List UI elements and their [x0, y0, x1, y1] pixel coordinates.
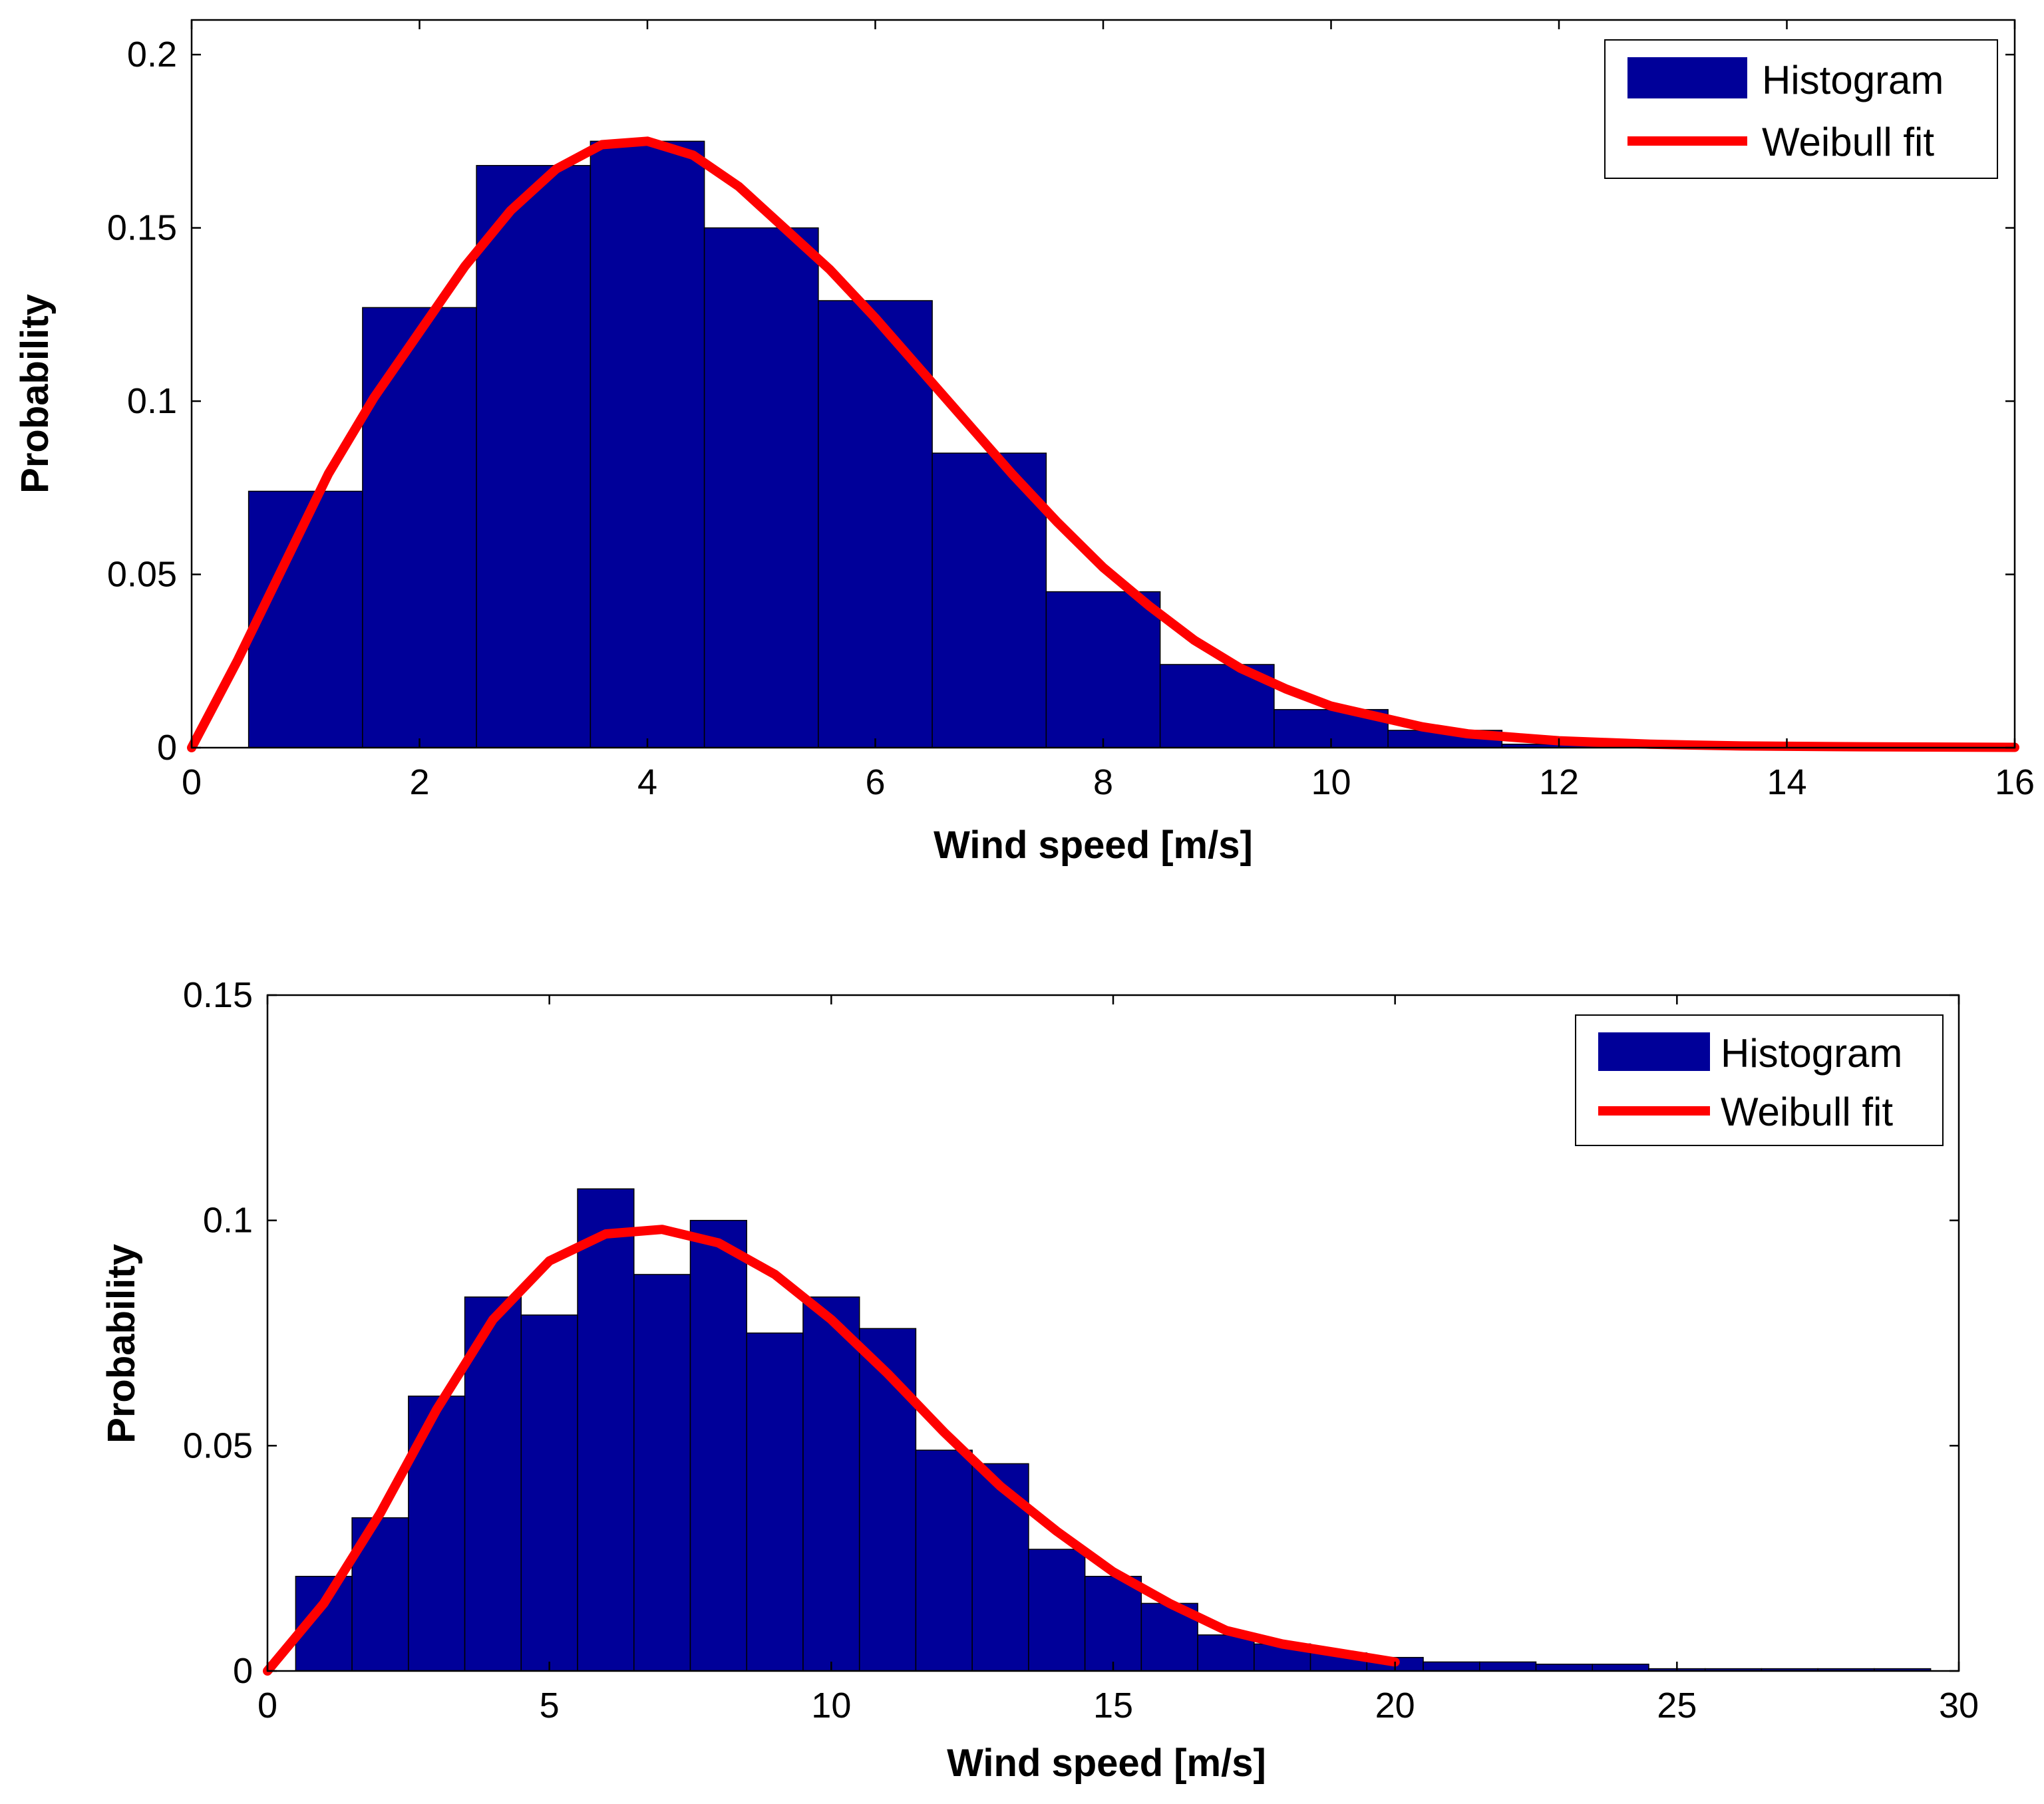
bottom-histogram-bar	[520, 1314, 578, 1672]
bottom-x-tick-label: 15	[1093, 1686, 1133, 1726]
bottom-y-tick-label: 0.05	[183, 1426, 253, 1465]
bottom-histogram-bar	[971, 1463, 1029, 1672]
top-y-tick-label: 0.05	[107, 555, 177, 595]
top-y-tick-label: 0.15	[107, 208, 177, 248]
top-histogram-bar	[590, 140, 705, 748]
top-histogram-bar	[362, 307, 477, 748]
bottom-histogram-bar	[746, 1332, 804, 1672]
top-x-tick-label: 0	[182, 762, 202, 802]
top-tick-labels: 0 2 4 6 8 10 12 14 16 0 0.05 0.1 0.15 0.2	[107, 35, 2035, 802]
bottom-histogram-bar	[1197, 1634, 1255, 1672]
bottom-legend: Histogram Weibull fit	[1575, 1014, 1944, 1146]
bottom-axis-ticks	[266, 994, 1960, 1672]
bottom-x-tick-label: 25	[1657, 1686, 1697, 1726]
top-histogram-bar	[476, 165, 592, 748]
top-y-tick-label: 0	[157, 728, 177, 768]
top-legend-fit-label: Weibull fit	[1762, 120, 1934, 164]
bottom-y-tick-label: 0.15	[183, 975, 253, 1015]
bottom-histogram-bar	[633, 1274, 691, 1672]
bottom-y-tick-label: 0.1	[203, 1201, 253, 1241]
bottom-weibull-fit-line	[263, 1225, 1400, 1676]
top-x-tick-label: 8	[1093, 762, 1113, 802]
bottom-y-tick-label: 0	[233, 1651, 253, 1691]
top-legend-histogram-swatch	[1627, 57, 1747, 98]
top-x-tick-label: 2	[409, 762, 429, 802]
top-histogram-bars	[248, 140, 1959, 748]
bottom-histogram-bar	[464, 1296, 522, 1672]
bottom-histogram-bars	[295, 1188, 1932, 1672]
bottom-x-tick-label: 0	[257, 1686, 277, 1726]
top-x-tick-label: 14	[1767, 762, 1806, 802]
bottom-weibull-fit	[263, 1225, 1400, 1676]
top-histogram-bar	[703, 227, 819, 748]
bottom-histogram-chart: 0 5 10 15 20 25 30 0 0.05 0.1 0.15 Wind speed [m/s…	[100, 975, 1979, 1785]
top-y-tick-label: 0.2	[127, 35, 177, 75]
bottom-legend-histogram-label: Histogram	[1721, 1031, 1902, 1076]
top-histogram-bar	[818, 300, 933, 748]
bottom-histogram-bar	[1084, 1576, 1142, 1672]
bottom-x-tick-label: 20	[1375, 1686, 1415, 1726]
bottom-x-tick-label: 30	[1939, 1686, 1979, 1726]
top-legend: Histogram Weibull fit	[1604, 39, 1998, 179]
top-axis-ticks	[190, 20, 2016, 749]
top-x-tick-label: 6	[865, 762, 885, 802]
bottom-y-axis-label: Probability	[100, 1244, 143, 1443]
top-x-tick-label: 10	[1311, 762, 1351, 802]
top-histogram-chart: 0 2 4 6 8 10 12 14 16 0 0.05 0.1 0.15 0.2 Wind speed …	[13, 19, 2035, 867]
bottom-histogram-bar	[689, 1219, 747, 1672]
top-x-axis-label: Wind speed [m/s]	[934, 824, 1253, 867]
top-legend-histogram-label: Histogram	[1762, 58, 1944, 102]
bottom-legend-histogram-swatch	[1598, 1032, 1710, 1071]
bottom-histogram-bar	[915, 1449, 973, 1672]
bottom-histogram-bar	[1592, 1664, 1649, 1672]
bottom-histogram-bar	[1028, 1549, 1086, 1672]
top-x-tick-label: 4	[637, 762, 657, 802]
top-histogram-bar	[1045, 591, 1161, 748]
bottom-histogram-bar	[577, 1188, 635, 1672]
top-y-tick-label: 0.1	[127, 381, 177, 421]
bottom-tick-labels: 0 5 10 15 20 25 30 0 0.05 0.1 0.15	[183, 975, 1979, 1726]
bottom-histogram-bar	[1479, 1661, 1537, 1672]
bottom-x-axis-label: Wind speed [m/s]	[947, 1741, 1266, 1785]
bottom-histogram-bar	[802, 1296, 860, 1672]
top-x-tick-label: 12	[1539, 762, 1579, 802]
top-y-axis-label: Probability	[13, 294, 57, 494]
bottom-histogram-bar	[1535, 1664, 1593, 1672]
bottom-legend-fit-label: Weibull fit	[1721, 1090, 1893, 1134]
bottom-histogram-bar	[858, 1328, 917, 1672]
bottom-histogram-bar	[1423, 1661, 1480, 1672]
bottom-x-tick-label: 10	[811, 1686, 851, 1726]
top-x-tick-label: 16	[1995, 762, 2035, 802]
top-histogram-bar	[248, 490, 363, 748]
bottom-x-tick-label: 5	[540, 1686, 560, 1726]
